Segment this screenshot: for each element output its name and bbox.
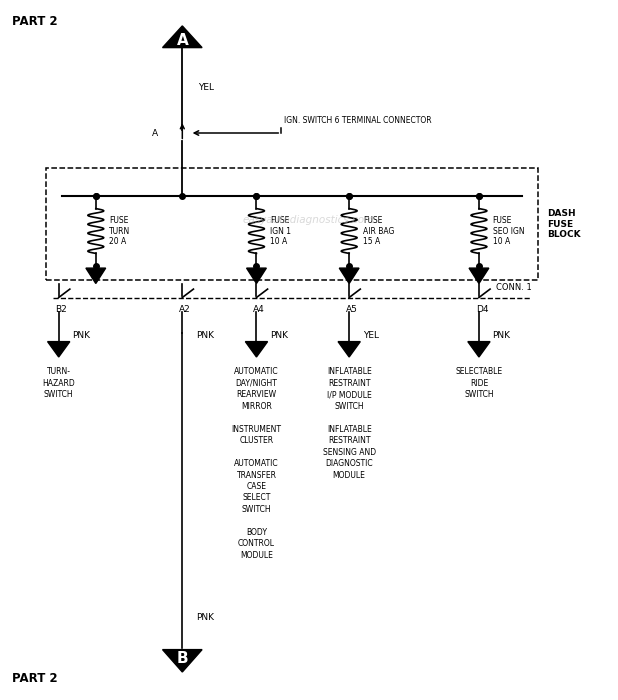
- Polygon shape: [48, 342, 70, 357]
- Text: D4: D4: [476, 304, 488, 314]
- Text: PART 2: PART 2: [12, 671, 58, 685]
- Text: B: B: [177, 651, 188, 666]
- Text: B2: B2: [56, 304, 67, 314]
- Polygon shape: [163, 650, 202, 672]
- Text: PART 2: PART 2: [12, 15, 58, 29]
- Text: YEL: YEL: [363, 332, 379, 340]
- Text: PNK: PNK: [196, 613, 214, 622]
- Polygon shape: [468, 342, 490, 357]
- Text: PNK: PNK: [270, 332, 288, 340]
- Text: A5: A5: [346, 304, 358, 314]
- Text: PNK: PNK: [493, 332, 510, 340]
- Polygon shape: [339, 268, 359, 284]
- Text: FUSE
TURN
20 A: FUSE TURN 20 A: [109, 216, 130, 246]
- Text: CONN. 1: CONN. 1: [496, 283, 531, 292]
- Text: easyautodiagnostics.com: easyautodiagnostics.com: [243, 216, 375, 225]
- Polygon shape: [163, 26, 202, 48]
- Text: FUSE
AIR BAG
15 A: FUSE AIR BAG 15 A: [363, 216, 394, 246]
- Text: INFLATABLE
RESTRAINT
I/P MODULE
SWITCH

INFLATABLE
RESTRAINT
SENSING AND
DIAGNOS: INFLATABLE RESTRAINT I/P MODULE SWITCH I…: [323, 368, 376, 480]
- Text: FUSE
SEO IGN
10 A: FUSE SEO IGN 10 A: [493, 216, 524, 246]
- Text: AUTOMATIC
DAY/NIGHT
REARVIEW
MIRROR

INSTRUMENT
CLUSTER

AUTOMATIC
TRANSFER
CASE: AUTOMATIC DAY/NIGHT REARVIEW MIRROR INST…: [232, 368, 281, 560]
- Text: YEL: YEL: [198, 83, 214, 92]
- Text: TURN-
HAZARD
SWITCH: TURN- HAZARD SWITCH: [43, 368, 75, 400]
- Polygon shape: [86, 268, 106, 284]
- Polygon shape: [338, 342, 360, 357]
- Text: IGN. SWITCH 6 TERMINAL CONNECTOR: IGN. SWITCH 6 TERMINAL CONNECTOR: [284, 116, 432, 125]
- Polygon shape: [469, 268, 489, 284]
- Bar: [46, 168, 538, 280]
- Text: FUSE
IGN 1
10 A: FUSE IGN 1 10 A: [270, 216, 291, 246]
- Text: A: A: [151, 129, 158, 137]
- Polygon shape: [245, 342, 268, 357]
- Text: DASH
FUSE
BLOCK: DASH FUSE BLOCK: [547, 209, 580, 239]
- Text: A: A: [176, 33, 188, 48]
- Text: SELECTABLE
RIDE
SWITCH: SELECTABLE RIDE SWITCH: [455, 368, 502, 400]
- Text: PNK: PNK: [196, 332, 214, 340]
- Text: A4: A4: [253, 304, 265, 314]
- Text: PNK: PNK: [72, 332, 90, 340]
- Polygon shape: [247, 268, 266, 284]
- Text: A2: A2: [179, 304, 191, 314]
